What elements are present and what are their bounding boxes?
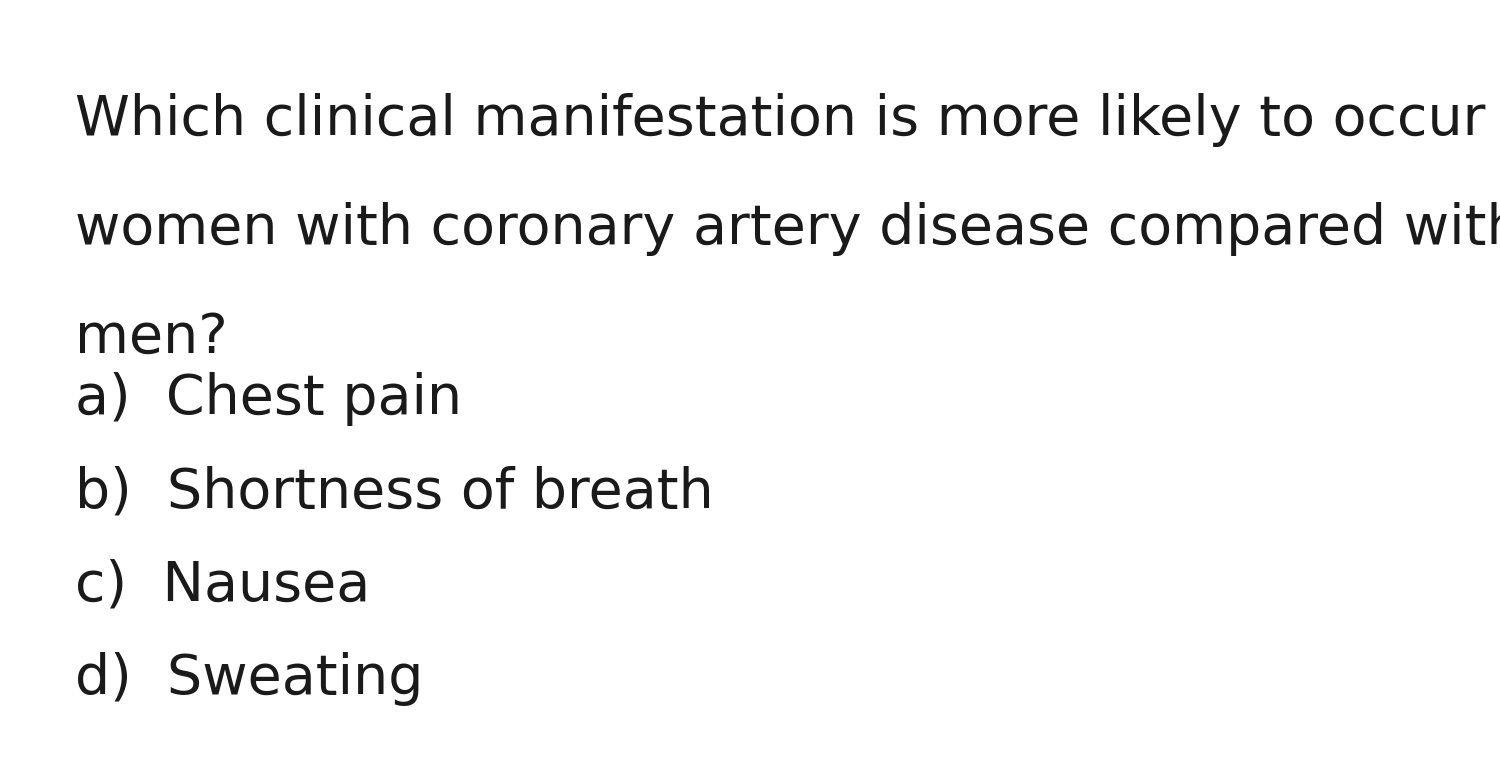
- Text: Which clinical manifestation is more likely to occur in: Which clinical manifestation is more lik…: [75, 93, 1500, 147]
- Text: men?: men?: [75, 310, 228, 365]
- Text: b)  Shortness of breath: b) Shortness of breath: [75, 466, 714, 520]
- Text: c)  Nausea: c) Nausea: [75, 559, 370, 613]
- Text: women with coronary artery disease compared with: women with coronary artery disease compa…: [75, 202, 1500, 256]
- Text: a)  Chest pain: a) Chest pain: [75, 372, 462, 427]
- Text: d)  Sweating: d) Sweating: [75, 652, 423, 706]
